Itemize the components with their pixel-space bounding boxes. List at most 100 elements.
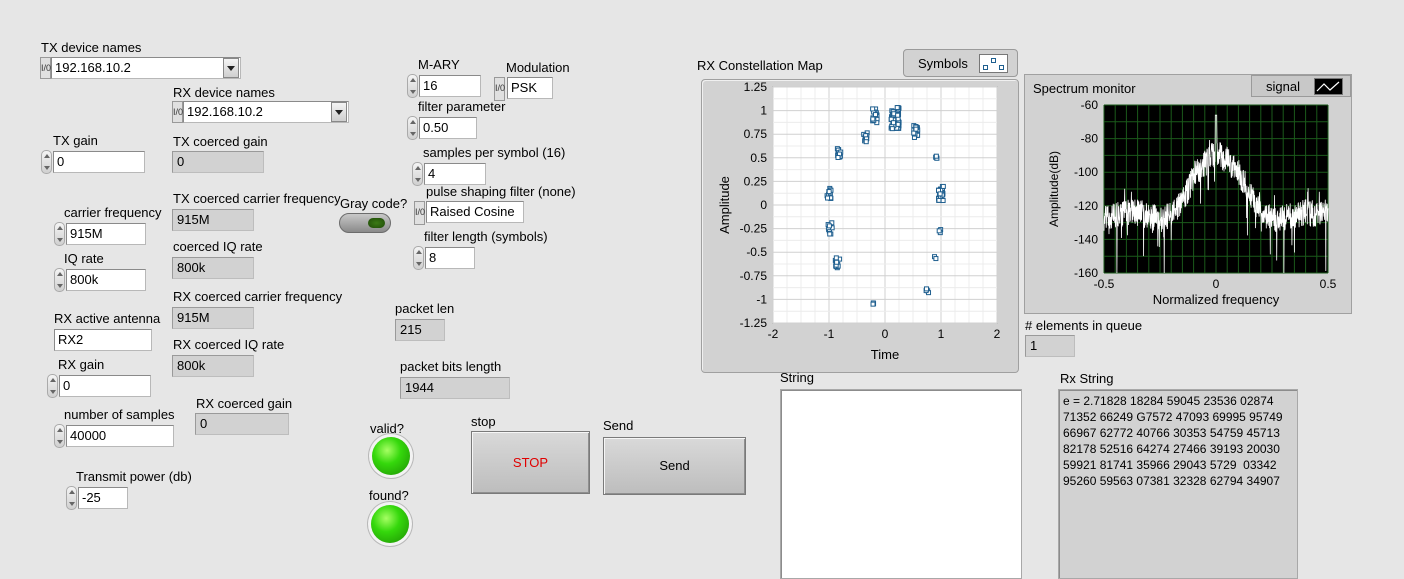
filter-parameter-input[interactable]: 0.50 [419, 117, 477, 139]
tx-coerced-gain-indicator: 0 [172, 151, 264, 173]
transmit-power-input[interactable]: -25 [78, 487, 128, 509]
x-tick-label: 0.5 [1320, 277, 1337, 291]
packet-len-label: packet len [395, 301, 455, 316]
symbols-marker-icon [979, 54, 1008, 73]
symbol-point [933, 256, 939, 262]
m-ary-input[interactable]: 16 [419, 75, 481, 97]
iq-rate-stepper-icon[interactable] [54, 268, 65, 292]
x-tick-label: -1 [824, 327, 835, 341]
elements-in-queue-label: # elements in queue [1025, 318, 1143, 333]
tx-gain-input[interactable]: 0 [53, 151, 145, 173]
packet-bits-length-label: packet bits length [400, 359, 502, 374]
modulation-selector[interactable]: PSK [507, 77, 553, 99]
rx-gain-stepper-icon[interactable] [47, 374, 58, 398]
samples-per-symbol-label: samples per symbol (16) [423, 145, 566, 160]
samples-per-symbol-input[interactable]: 4 [424, 163, 486, 185]
filter-parameter-label: filter parameter [418, 99, 506, 114]
rx-device-names-field[interactable]: 192.168.10.2 [183, 101, 349, 123]
x-tick-label: 0 [1213, 277, 1220, 291]
iq-rate-input[interactable]: 800k [66, 269, 146, 291]
found-label: found? [369, 488, 409, 503]
constellation-legend[interactable]: Symbols [903, 49, 1018, 77]
gray-code-toggle[interactable] [339, 213, 391, 233]
y-tick-label: -120 [1074, 199, 1098, 213]
rx-coerced-iq-indicator: 800k [172, 355, 254, 377]
rx-active-antenna-input[interactable]: RX2 [54, 329, 152, 351]
send-button[interactable]: Send [603, 437, 746, 495]
number-of-samples-stepper-icon[interactable] [54, 424, 65, 448]
rx-coerced-gain-indicator: 0 [195, 413, 289, 435]
y-tick-label: 0.25 [744, 174, 768, 188]
symbol-point [870, 106, 876, 112]
tx-device-ring-icon[interactable]: I/0 [40, 57, 51, 79]
filter-length-input[interactable]: 8 [425, 247, 475, 269]
symbol-point [913, 126, 919, 132]
carrier-frequency-stepper-icon[interactable] [54, 222, 65, 246]
rx-active-antenna-label: RX active antenna [54, 311, 161, 326]
tx-device-names-value: 192.168.10.2 [55, 60, 131, 75]
y-tick-label: -0.5 [746, 245, 767, 259]
tx-device-dropdown-icon[interactable] [223, 58, 239, 78]
rx-string-textbox: e = 2.71828 18284 59045 23536 02874 7135… [1058, 389, 1298, 579]
y-tick-label: -60 [1081, 98, 1099, 112]
modulation-ring-icon[interactable]: I/0 [494, 77, 505, 101]
stop-label: stop [471, 414, 496, 429]
number-of-samples-label: number of samples [64, 407, 175, 422]
symbol-point [895, 112, 901, 118]
transmit-power-label: Transmit power (db) [76, 469, 192, 484]
tx-gain-stepper-icon[interactable] [41, 150, 52, 174]
x-tick-label: 2 [994, 327, 1001, 341]
iq-rate-label: IQ rate [64, 251, 104, 266]
m-ary-stepper-icon[interactable] [407, 74, 418, 98]
symbol-point [940, 198, 946, 204]
constellation-plot[interactable]: 1.25 1 0.75 0.5 0.25 0 -0.25 -0.5 -0.75 -1 -1.25-2… [702, 80, 1018, 372]
rx-gain-input[interactable]: 0 [59, 375, 151, 397]
x-tick-label: -2 [768, 327, 779, 341]
carrier-frequency-input[interactable]: 915M [66, 223, 146, 245]
rx-device-ring-icon[interactable]: I/0 [172, 101, 183, 123]
spectrum-panel: Spectrum monitor signal -60 -80 -100 -120 -1… [1024, 74, 1352, 314]
pulse-shaping-ring-icon[interactable]: I/0 [414, 201, 425, 225]
filter-length-label: filter length (symbols) [424, 229, 548, 244]
symbol-point [863, 139, 869, 145]
string-label: String [780, 370, 814, 385]
y-tick-label: 1 [760, 104, 767, 118]
y-tick-label: -100 [1074, 165, 1098, 179]
pulse-shaping-selector[interactable]: Raised Cosine [426, 201, 524, 223]
transmit-power-stepper-icon[interactable] [66, 486, 77, 510]
number-of-samples-input[interactable]: 40000 [66, 425, 174, 447]
samples-per-symbol-stepper-icon[interactable] [412, 162, 423, 186]
symbol-point [827, 231, 833, 237]
carrier-frequency-label: carrier frequency [64, 205, 162, 220]
y-tick-label: -1 [756, 292, 767, 306]
signal-series-line [1103, 114, 1329, 274]
filter-parameter-stepper-icon[interactable] [407, 116, 418, 140]
y-tick-label: -80 [1081, 132, 1099, 146]
tx-coerced-carrier-indicator: 915M [172, 209, 254, 231]
string-textbox[interactable] [780, 389, 1022, 579]
tx-device-names-field[interactable]: 192.168.10.2 [51, 57, 241, 79]
signal-line-icon [1314, 78, 1343, 95]
pulse-shaping-label: pulse shaping filter (none) [426, 184, 576, 199]
rx-string-label: Rx String [1060, 371, 1114, 386]
filter-length-stepper-icon[interactable] [413, 246, 424, 270]
y-tick-label: -160 [1074, 266, 1098, 280]
tx-coerced-gain-label: TX coerced gain [173, 134, 268, 149]
y-tick-label: -0.75 [740, 269, 768, 283]
rx-device-dropdown-icon[interactable] [331, 102, 347, 122]
rx-device-names-label: RX device names [173, 85, 275, 100]
stop-button[interactable]: STOP [471, 431, 590, 494]
y-axis-label: Amplitude [717, 176, 732, 234]
spectrum-plot[interactable]: -60 -80 -100 -120 -140 -160-0.5 0 0.5 Normalized… [1025, 97, 1351, 313]
x-tick-label: 1 [938, 327, 945, 341]
spectrum-label: Spectrum monitor [1033, 81, 1136, 96]
rx-string-line: 82178 52516 64274 27466 39193 20030 [1063, 442, 1280, 456]
coerced-iq-rate-label: coerced IQ rate [173, 239, 263, 254]
y-tick-label: 0.75 [744, 127, 768, 141]
rx-coerced-iq-label: RX coerced IQ rate [173, 337, 285, 352]
spectrum-legend[interactable]: signal [1251, 75, 1351, 97]
symbol-point [936, 228, 942, 234]
elements-in-queue-indicator: 1 [1025, 335, 1075, 357]
symbol-point [890, 120, 896, 126]
symbol-point [835, 154, 841, 160]
